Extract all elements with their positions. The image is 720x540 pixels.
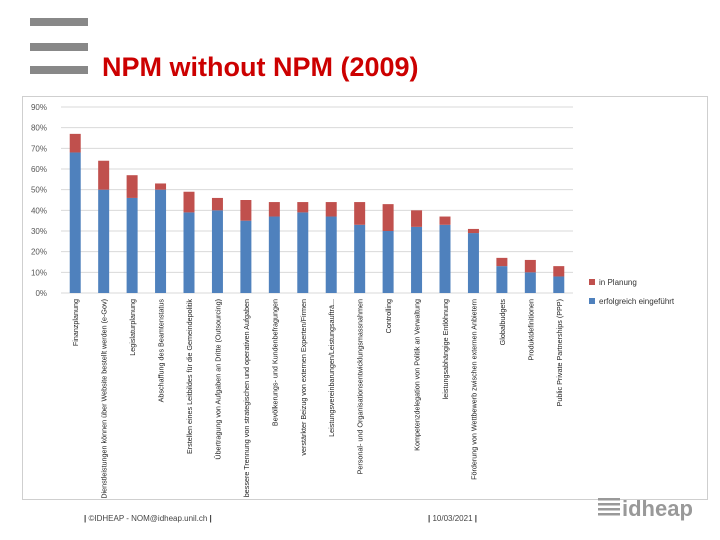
footer-left: | ©IDHEAP - NOM@idheap.unil.ch | xyxy=(84,514,212,523)
bar-segment xyxy=(325,202,337,217)
legend-label: in Planung xyxy=(599,278,637,287)
brand-text: idheap xyxy=(622,496,693,521)
bar-segment xyxy=(467,228,479,234)
x-category-label: Förderung von Wettbewerb zwischen extern… xyxy=(469,299,478,480)
footer-date-block: | 10/03/2021 | xyxy=(428,514,478,523)
y-tick-label: 50% xyxy=(31,186,47,195)
legend-swatch xyxy=(589,298,595,304)
y-tick-label: 30% xyxy=(31,227,47,236)
x-category-label: leistungsabhängige Entlöhnung xyxy=(441,299,450,399)
x-category-label: Personal- und Organisationsentwicklungsm… xyxy=(356,299,365,474)
y-tick-label: 70% xyxy=(31,144,47,153)
bar-segment xyxy=(240,220,252,293)
idheap-logo-icon: idheap xyxy=(598,496,693,521)
stacked-bar-chart: 0% 10% 20% 30% 40% 50% 60% 70% 80% 90% Finanzplanu… xyxy=(31,103,675,499)
bar-segment xyxy=(467,233,479,293)
chart-area: 0% 10% 20% 30% 40% 50% 60% 70% 80% 90% Finanzplanu… xyxy=(22,96,708,500)
bar-segment xyxy=(155,189,167,293)
bar-segment xyxy=(211,210,223,293)
bar-segment xyxy=(183,191,195,213)
footer-date: 10/03/2021 xyxy=(432,514,473,523)
bar-segment xyxy=(98,189,110,293)
y-tick-label: 0% xyxy=(35,289,47,298)
bar-segment xyxy=(524,259,536,273)
logo-bars-icon xyxy=(30,18,88,76)
bar-segment xyxy=(268,202,280,217)
x-category-label: Legislaturplanung xyxy=(128,299,137,356)
bar-segment xyxy=(69,152,81,293)
y-tick-label: 20% xyxy=(31,248,47,257)
bar-segment xyxy=(439,216,451,225)
bar-segment xyxy=(297,212,309,293)
x-category-label: Controlling xyxy=(384,299,393,333)
bar-segment xyxy=(496,266,508,293)
bar-segment xyxy=(297,202,309,213)
x-category-label: Finanzplanung xyxy=(71,299,80,346)
y-tick-label: 60% xyxy=(31,165,47,174)
bar-segment xyxy=(98,160,110,190)
x-category-label: Public Private Partnerships (PPP) xyxy=(555,299,564,406)
y-tick-label: 10% xyxy=(31,268,47,277)
bar-segment xyxy=(553,276,565,293)
bar-segment xyxy=(524,272,536,293)
bar-segment xyxy=(126,175,138,198)
y-tick-label: 90% xyxy=(31,103,47,112)
bar-segment xyxy=(411,226,423,293)
bar-segment xyxy=(155,183,167,190)
bar-segment xyxy=(439,224,451,293)
bar-segment xyxy=(211,197,223,211)
bar-segment xyxy=(382,231,394,293)
x-category-label: Produktdefinitionen xyxy=(526,299,535,361)
bar-segment xyxy=(496,257,508,267)
footer-copyright: ©IDHEAP - NOM@idheap.unil.ch xyxy=(88,514,208,523)
bar-segment xyxy=(354,224,366,293)
bar-segment xyxy=(126,197,138,293)
x-category-label: Erstellen eines Leitbildes für die Gemei… xyxy=(185,299,194,454)
bar-segment xyxy=(411,210,423,227)
y-tick-label: 40% xyxy=(31,206,47,215)
bar-segment xyxy=(553,266,565,277)
legend-swatch xyxy=(589,279,595,285)
bar-segment xyxy=(240,200,252,221)
bar-segment xyxy=(354,202,366,225)
x-category-label: verstärkter Beizug von externen Experten… xyxy=(299,299,308,456)
bar-segment xyxy=(382,204,394,231)
page-title: NPM without NPM (2009) xyxy=(102,52,419,82)
bar-segment xyxy=(268,216,280,293)
x-category-label: Übertragung von Aufgaben an Dritte (Outs… xyxy=(213,299,222,460)
x-category-label: Bevölkerungs- und Kundenbefragungen xyxy=(270,299,279,426)
x-category-label: bessere Trennung von strategischen und o… xyxy=(242,299,251,497)
bar-segment xyxy=(69,133,81,153)
x-category-label: Leistungsvereinbarungen/Leistungsaufträ.… xyxy=(327,299,336,437)
x-category-label: Dienstleistungen können über Website bes… xyxy=(100,299,109,499)
bar-segment xyxy=(183,212,195,293)
y-tick-label: 80% xyxy=(31,124,47,133)
bar-segment xyxy=(325,216,337,293)
x-category-label: Globalbudgets xyxy=(498,299,507,346)
x-category-label: Kompetenzdelegation von Politik an Verwa… xyxy=(413,299,422,451)
x-category-label: Abschaffung des Beamtenstatus xyxy=(157,299,166,403)
legend-label: erfolgreich eingeführt xyxy=(599,297,675,306)
